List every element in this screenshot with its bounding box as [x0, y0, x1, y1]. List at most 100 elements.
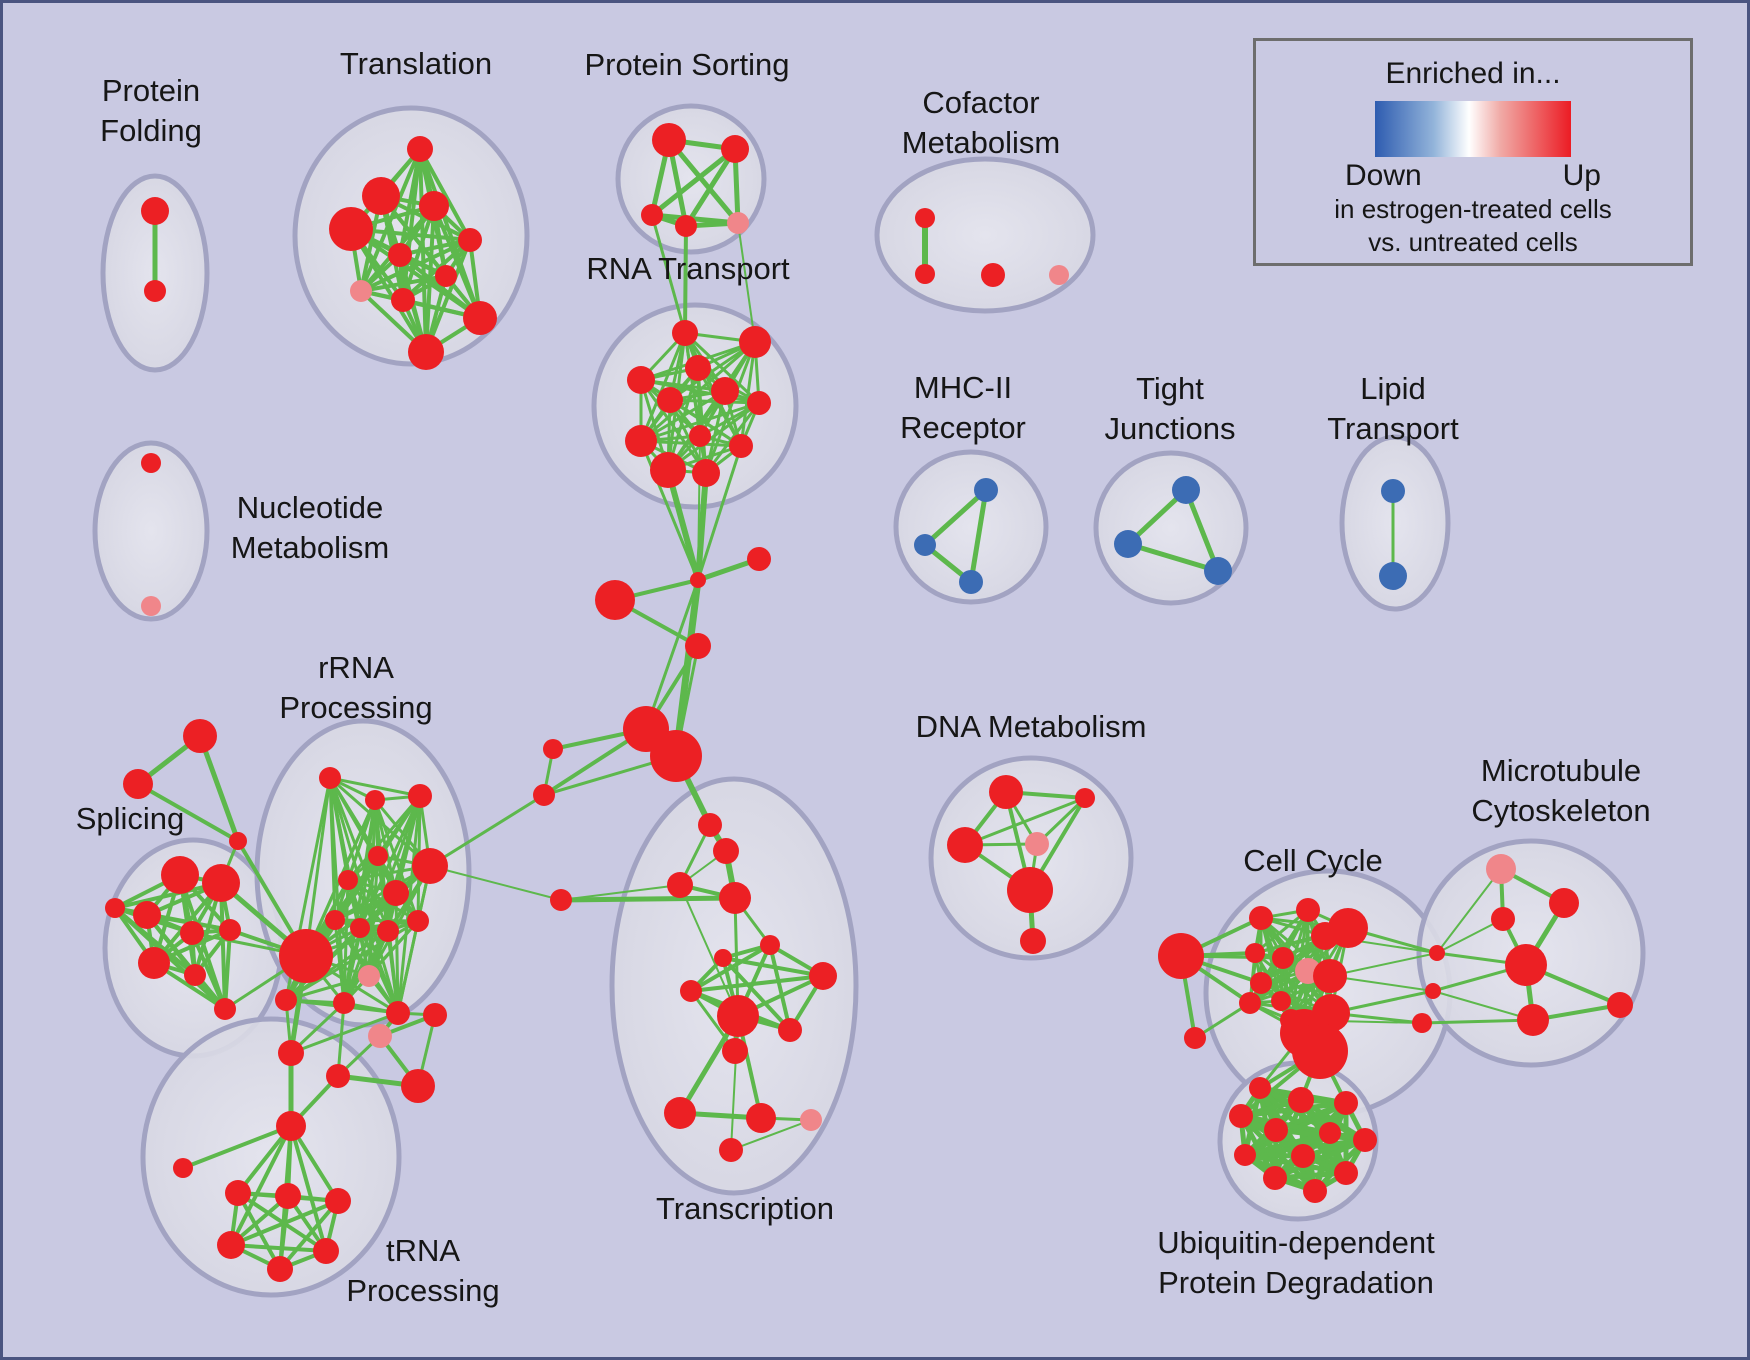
node-cf1: [915, 208, 935, 228]
node-rt10: [729, 434, 753, 458]
node-ps4: [675, 215, 697, 237]
node-cf2: [915, 264, 935, 284]
edge-rt3-rt10: [696, 366, 743, 448]
cluster-label-lipid-transport: Transport: [1327, 411, 1459, 446]
node-ccO1: [1158, 933, 1204, 979]
edge-tr1-jn2: [197, 733, 241, 844]
node-mt6: [1607, 992, 1633, 1018]
node-rr17: [368, 1024, 392, 1048]
node-rt6: [711, 377, 739, 405]
edge-rt1-rt9: [639, 331, 687, 443]
edge-trn4-trn5: [229, 1243, 328, 1253]
node-c5: [714, 949, 732, 967]
node-ub2: [1288, 1087, 1314, 1113]
node-ccP2: [1292, 1023, 1348, 1079]
edge-trn3-trn4: [229, 1199, 340, 1247]
node-mh2: [914, 534, 936, 556]
node-jm3: [1412, 1013, 1432, 1033]
edge-cc8-jm1: [1329, 952, 1438, 977]
edge-rt12-jn1: [695, 470, 709, 583]
edge-sp7-sp9: [223, 928, 232, 1011]
node-rrb1: [278, 1040, 304, 1066]
node-cc5: [1245, 943, 1265, 963]
node-rr14: [386, 1001, 410, 1025]
node-trn6: [267, 1256, 293, 1282]
node-rr7: [325, 910, 345, 930]
node-t7: [435, 265, 457, 287]
edge-trn3-trn6: [278, 1199, 340, 1271]
node-mt5: [1517, 1004, 1549, 1036]
node-lp1: [1381, 479, 1405, 503]
edge-rr3-rr4: [346, 794, 422, 882]
node-mh1: [974, 478, 998, 502]
edge-jm1-mt1: [1436, 868, 1502, 954]
edge-ps4-rt1: [683, 224, 688, 335]
node-trn3: [325, 1188, 351, 1214]
node-rt8: [689, 425, 711, 447]
cluster-cofactor-metabolism: [874, 156, 1096, 314]
node-rr16: [423, 1003, 447, 1027]
node-sp2: [202, 864, 240, 902]
edge-cc8-jm2: [1329, 975, 1434, 992]
node-d3: [947, 827, 983, 863]
edge-rt10-jn1: [696, 444, 743, 582]
node-cc8: [1313, 959, 1347, 993]
node-ss3: [550, 889, 572, 911]
cluster-label-cofactor-metabolism: Metabolism: [902, 125, 1061, 160]
edge-jm2-mt5: [1432, 990, 1534, 1021]
node-sp3: [133, 901, 161, 929]
node-tr2: [123, 769, 153, 799]
edge-jn1-hh1: [644, 578, 700, 731]
cluster-label-ubiquitin-degradation: Ubiquitin-dependent: [1157, 1225, 1435, 1260]
node-cc6: [1272, 947, 1294, 969]
edge-t1-t5: [418, 147, 472, 242]
cluster-labels: Protein Folding Translation Protein Sorting…: [76, 46, 1651, 1308]
node-rt3: [685, 355, 711, 381]
edge-rr1-rr3: [328, 776, 422, 798]
node-rr13: [333, 992, 355, 1014]
edge-rr8-rr14: [358, 926, 400, 1015]
edge-rr11-rr14: [396, 919, 420, 1015]
node-trnL: [173, 1158, 193, 1178]
edge-rt7-rt9: [639, 401, 761, 443]
cluster-label-rrna-processing: rRNA: [318, 650, 394, 685]
node-sp6: [138, 947, 170, 979]
node-c1: [698, 813, 722, 837]
node-mt4: [1505, 944, 1547, 986]
node-trnhub: [276, 1111, 306, 1141]
node-d4: [1025, 832, 1049, 856]
node-rr3: [408, 784, 432, 808]
edge-rr14-rrb1: [289, 1011, 400, 1055]
node-t3: [419, 191, 449, 221]
node-c13: [746, 1103, 776, 1133]
node-pf1: [141, 197, 169, 225]
node-tr1: [183, 719, 217, 753]
node-cc4: [1328, 908, 1368, 948]
cluster-label-ubiquitin-degradation: Protein Degradation: [1158, 1265, 1434, 1300]
node-cf3: [981, 263, 1005, 287]
cluster-label-microtubule-cytoskeleton: Cytoskeleton: [1471, 793, 1650, 828]
legend-down-label: Down: [1345, 159, 1422, 192]
edge-ps5-rt2: [737, 222, 756, 343]
edge-rt1-rt7: [683, 331, 761, 405]
edge-ss3-c3: [560, 884, 681, 901]
node-c11: [722, 1038, 748, 1064]
node-d1: [989, 775, 1023, 809]
cluster-label-tight-junctions: Tight: [1136, 371, 1204, 406]
edge-mh1-mh3: [968, 487, 989, 585]
edge-c5-c10: [721, 956, 792, 1032]
node-rr10: [383, 880, 409, 906]
node-rrhub: [279, 929, 333, 983]
node-sp7: [219, 919, 241, 941]
cluster-label-mhc-ii-receptor: Receptor: [900, 410, 1026, 445]
node-t10: [463, 301, 497, 335]
edge-rt7-rt11: [666, 401, 761, 472]
edge-ps2-ps4: [683, 146, 738, 229]
edge-trnhub-trnL: [181, 1124, 293, 1170]
node-cf4: [1049, 265, 1069, 285]
cluster-label-microtubule-cytoskeleton: Microtubule: [1481, 753, 1641, 788]
node-rr1: [319, 767, 341, 789]
cluster-label-trna-processing: tRNA: [386, 1233, 460, 1268]
node-mh3: [959, 570, 983, 594]
